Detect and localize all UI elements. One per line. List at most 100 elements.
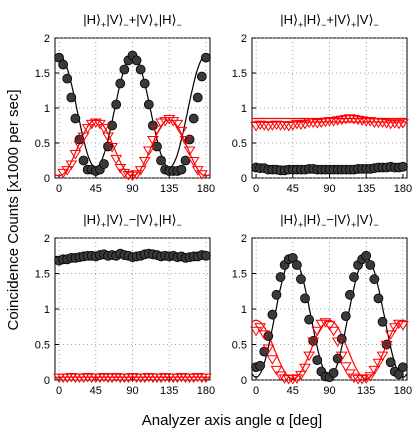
data-point <box>270 365 283 376</box>
x-tick-label: 135 <box>160 385 178 397</box>
data-point <box>271 289 282 300</box>
data-point <box>156 155 166 166</box>
data-point <box>151 125 163 135</box>
y-tick-label: 0 <box>241 173 247 185</box>
data-point <box>300 293 310 304</box>
y-tick-label: 0 <box>44 375 50 387</box>
data-point <box>107 120 118 131</box>
panel-title: |H⟩+|H⟩−−|V⟩+|V⟩− <box>280 212 379 230</box>
data-point <box>380 341 393 351</box>
y-tick-label: 1.5 <box>232 68 247 80</box>
x-tick-label: 45 <box>90 183 102 195</box>
data-point <box>115 78 126 89</box>
data-point <box>344 289 355 300</box>
data-point <box>254 120 267 131</box>
data-point <box>368 365 381 376</box>
data-point <box>188 113 199 124</box>
data-point <box>102 132 114 142</box>
data-point <box>201 250 211 261</box>
x-tick-label: 0 <box>56 385 62 397</box>
data-point <box>57 168 70 179</box>
x-tick-label: 90 <box>126 183 138 195</box>
y-tick-label: 2 <box>44 233 50 245</box>
panel-1: 0 45 90 135 180 0 0.5 1 1.5 2 |H⟩+|V⟩−+|V⟩+|H⟩− <box>35 12 215 195</box>
x-tick-label: 45 <box>90 385 102 397</box>
y-tick-label: 2 <box>44 33 50 45</box>
data-point <box>195 170 208 180</box>
data-point <box>311 326 324 337</box>
data-point <box>98 124 110 134</box>
x-tick-label: 45 <box>287 385 299 397</box>
data-point <box>348 115 360 125</box>
data-point <box>122 171 135 181</box>
data-point <box>139 78 150 89</box>
data-point <box>369 274 380 285</box>
data-point <box>254 323 267 333</box>
y-tick-label: 0 <box>241 375 247 387</box>
data-point <box>304 314 315 325</box>
data-point <box>312 355 323 366</box>
y-tick-label: 1.5 <box>232 269 247 281</box>
data-point <box>278 121 291 131</box>
panel-3: 0 45 90 135 180 0 0.5 1 1.5 2 |H⟩+|V⟩−−|V⟩+|H⟩− <box>35 212 215 397</box>
data-point <box>267 309 278 320</box>
data-point <box>290 374 303 384</box>
y-tick-label: 1 <box>44 304 50 316</box>
data-point <box>373 293 384 304</box>
data-point <box>327 326 340 337</box>
data-point <box>388 119 401 129</box>
panel-4: 0 45 90 135 180 0 0.5 1 1.5 2 |H⟩+|H⟩−−|V⟩+|V⟩− <box>232 212 412 397</box>
x-axis-label: Analyzer axis angle α [deg] <box>142 412 322 429</box>
data-point <box>138 157 151 167</box>
data-point <box>361 250 372 261</box>
data-point <box>118 168 131 179</box>
data-point <box>349 272 359 282</box>
y-tick-label: 1.5 <box>35 68 50 80</box>
y-tick-label: 0.5 <box>35 340 50 352</box>
y-tick-label: 0.5 <box>232 138 247 150</box>
data-point <box>143 99 154 110</box>
x-tick-label: 90 <box>126 385 138 397</box>
data-point <box>163 115 176 125</box>
x-tick-label: 180 <box>394 385 412 397</box>
data-point <box>78 155 89 166</box>
data-point <box>167 117 180 127</box>
data-point <box>142 146 155 156</box>
data-point <box>58 59 69 70</box>
data-point <box>110 372 123 383</box>
x-tick-label: 0 <box>253 183 259 195</box>
data-point <box>274 371 287 381</box>
data-point <box>398 161 408 172</box>
panel-title: |H⟩+|V⟩−−|V⟩+|H⟩− <box>83 212 182 230</box>
data-point <box>142 372 155 383</box>
panel-title: |H⟩+|H⟩−+|V⟩+|V⟩− <box>280 12 379 30</box>
x-tick-label: 135 <box>357 385 375 397</box>
data-point <box>89 118 102 128</box>
y-tick-label: 0 <box>44 173 50 185</box>
data-point <box>134 166 147 176</box>
x-tick-label: 180 <box>197 385 215 397</box>
data-point <box>81 372 94 383</box>
data-point <box>73 140 86 151</box>
data-point <box>191 372 204 383</box>
data-point <box>262 344 275 354</box>
data-point <box>364 117 377 127</box>
data-point <box>377 316 388 327</box>
data-point <box>307 118 320 128</box>
data-point <box>290 119 303 130</box>
data-point <box>175 126 188 137</box>
data-point <box>65 372 78 383</box>
data-point <box>70 113 81 124</box>
data-point <box>131 55 142 66</box>
y-tick-label: 2 <box>241 33 247 45</box>
data-point <box>278 374 291 384</box>
data-point <box>385 357 396 368</box>
data-point <box>187 157 200 167</box>
data-point <box>299 363 311 374</box>
data-point <box>348 373 360 384</box>
x-tick-label: 45 <box>287 183 299 195</box>
data-point <box>340 311 351 322</box>
data-point <box>335 351 348 362</box>
data-point <box>159 372 172 383</box>
